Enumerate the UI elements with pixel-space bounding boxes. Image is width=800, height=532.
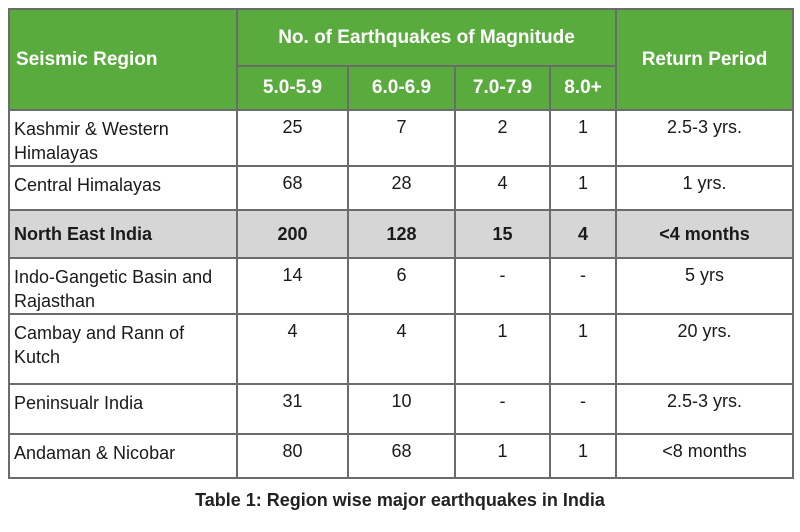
header-magnitude-7: 7.0-7.9: [454, 65, 551, 111]
count-7-cell: 15: [454, 209, 551, 259]
count-5-cell: 25: [236, 109, 349, 167]
count-6-cell: 128: [347, 209, 456, 259]
count-6-cell: 28: [347, 165, 456, 211]
table-row: Kashmir & Western Himalayas 25 7 2 1 2.5…: [8, 109, 794, 167]
return-period-cell: <4 months: [615, 209, 794, 259]
count-7-cell: 2: [454, 109, 551, 167]
table-row: Peninsualr India 31 10 - - 2.5-3 yrs.: [8, 383, 794, 435]
header-magnitude-group: No. of Earthquakes of Magnitude: [236, 8, 617, 67]
count-7-cell: 4: [454, 165, 551, 211]
count-6-cell: 6: [347, 257, 456, 315]
count-5-cell: 4: [236, 313, 349, 385]
header-return-period: Return Period: [615, 8, 794, 111]
header-magnitude-8: 8.0+: [549, 65, 617, 111]
count-8-cell: -: [549, 383, 617, 435]
table-caption: Table 1: Region wise major earthquakes i…: [195, 490, 605, 510]
count-6-cell: 10: [347, 383, 456, 435]
header-magnitude-5: 5.0-5.9: [236, 65, 349, 111]
earthquake-table: Seismic Region No. of Earthquakes of Mag…: [8, 8, 794, 479]
table-row: Andaman & Nicobar 80 68 1 1 <8 months: [8, 433, 794, 479]
return-period-cell: 5 yrs: [615, 257, 794, 315]
region-cell: Cambay and Rann of Kutch: [8, 313, 238, 385]
count-7-cell: 1: [454, 433, 551, 479]
region-cell: Central Himalayas: [8, 165, 238, 211]
count-5-cell: 68: [236, 165, 349, 211]
region-cell: Peninsualr India: [8, 383, 238, 435]
count-5-cell: 80: [236, 433, 349, 479]
count-5-cell: 200: [236, 209, 349, 259]
table-row: Indo-Gangetic Basin and Rajasthan 14 6 -…: [8, 257, 794, 315]
count-7-cell: 1: [454, 313, 551, 385]
return-period-cell: 2.5-3 yrs.: [615, 109, 794, 167]
return-period-cell: 2.5-3 yrs.: [615, 383, 794, 435]
table-row-highlighted: North East India 200 128 15 4 <4 months: [8, 209, 794, 259]
count-8-cell: 1: [549, 433, 617, 479]
region-cell: Indo-Gangetic Basin and Rajasthan: [8, 257, 238, 315]
region-cell: North East India: [8, 209, 238, 259]
table-row: Cambay and Rann of Kutch 4 4 1 1 20 yrs.: [8, 313, 794, 385]
return-period-cell: <8 months: [615, 433, 794, 479]
region-cell: Kashmir & Western Himalayas: [8, 109, 238, 167]
count-6-cell: 7: [347, 109, 456, 167]
header-magnitude-6: 6.0-6.9: [347, 65, 456, 111]
region-cell: Andaman & Nicobar: [8, 433, 238, 479]
count-6-cell: 68: [347, 433, 456, 479]
count-8-cell: 1: [549, 165, 617, 211]
count-5-cell: 31: [236, 383, 349, 435]
count-8-cell: 1: [549, 109, 617, 167]
return-period-cell: 20 yrs.: [615, 313, 794, 385]
count-8-cell: -: [549, 257, 617, 315]
return-period-cell: 1 yrs.: [615, 165, 794, 211]
count-5-cell: 14: [236, 257, 349, 315]
count-8-cell: 4: [549, 209, 617, 259]
count-8-cell: 1: [549, 313, 617, 385]
count-6-cell: 4: [347, 313, 456, 385]
table-row: Central Himalayas 68 28 4 1 1 yrs.: [8, 165, 794, 211]
count-7-cell: -: [454, 257, 551, 315]
header-seismic-region: Seismic Region: [8, 8, 238, 111]
count-7-cell: -: [454, 383, 551, 435]
